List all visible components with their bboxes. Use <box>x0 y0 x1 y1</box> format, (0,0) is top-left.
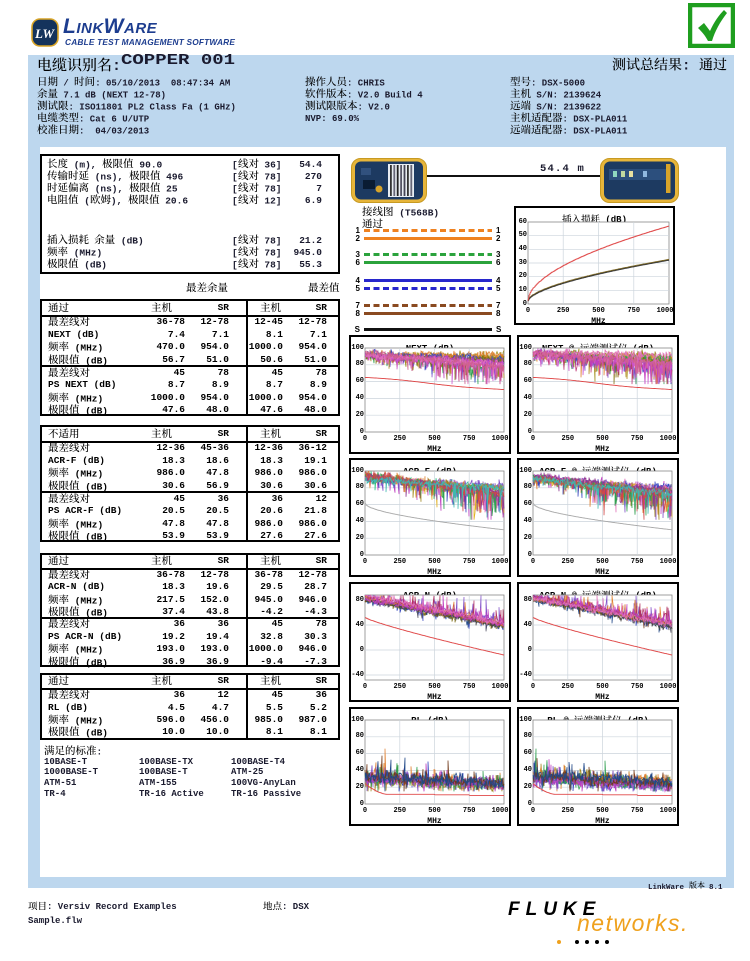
svg-text:LW: LW <box>34 26 55 41</box>
